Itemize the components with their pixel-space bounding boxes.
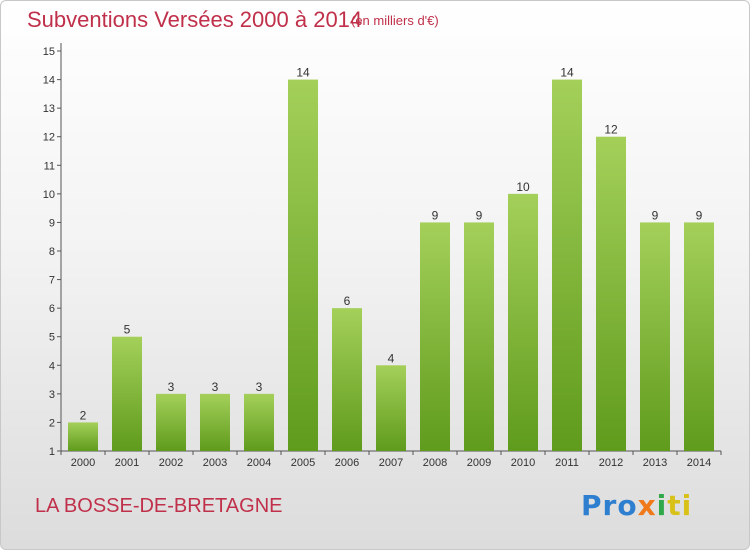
y-tick-label: 1 — [49, 446, 55, 458]
data-label-2005: 14 — [296, 66, 310, 80]
y-tick-label: 12 — [43, 132, 55, 144]
bar-2002 — [156, 393, 186, 451]
y-tick-label: 8 — [49, 246, 55, 258]
data-label-2000: 2 — [80, 408, 87, 422]
data-label-2001: 5 — [124, 323, 131, 337]
x-tick-label-2007: 2007 — [379, 457, 403, 469]
bar-2007 — [376, 365, 406, 451]
bar-2000 — [68, 422, 98, 451]
x-tick-label-2012: 2012 — [599, 457, 623, 469]
y-tick-label: 11 — [44, 160, 55, 172]
chart-bars: 2 5 3 3 3 14 6 4 9 9 10 14 12 9 9 — [68, 66, 714, 452]
data-label-2002: 3 — [168, 380, 175, 394]
bar-2003 — [200, 393, 230, 451]
bar-2005 — [288, 79, 318, 452]
data-label-2004: 3 — [256, 380, 263, 394]
bar-2013 — [640, 222, 670, 451]
y-tick-label: 6 — [49, 303, 55, 315]
bar-2008 — [420, 222, 450, 451]
x-tick-label-2010: 2010 — [511, 457, 535, 469]
data-label-2008: 9 — [432, 208, 439, 222]
x-tick-label-2002: 2002 — [159, 457, 183, 469]
bar-2012 — [596, 136, 626, 451]
x-tick-label-2006: 2006 — [335, 457, 359, 469]
bar-2006 — [332, 308, 362, 451]
y-tick-label: 14 — [43, 75, 55, 87]
y-tick-label: 13 — [43, 103, 55, 115]
bar-2004 — [244, 393, 274, 451]
data-label-2013: 9 — [652, 208, 659, 222]
y-tick-label: 15 — [43, 46, 55, 58]
x-tick-label-2014: 2014 — [687, 457, 711, 469]
proxiti-logo[interactable]: Proxiti — [581, 489, 692, 522]
bar-2009 — [464, 222, 494, 451]
logo-part-4: ti — [667, 489, 693, 522]
y-tick-label: 5 — [49, 332, 55, 344]
x-tick-label-2013: 2013 — [643, 457, 667, 469]
data-label-2009: 9 — [476, 208, 483, 222]
logo-part-2: x — [637, 489, 657, 522]
data-label-2012: 12 — [604, 123, 618, 137]
x-tick-label-2005: 2005 — [291, 457, 315, 469]
x-tick-label-2004: 2004 — [247, 457, 271, 469]
data-label-2011: 14 — [560, 66, 574, 80]
chart-title: Subventions Versées 2000 à 2014 — [27, 7, 363, 32]
y-tick-label: 4 — [49, 360, 55, 372]
data-label-2007: 4 — [388, 351, 395, 365]
x-tick-label-2000: 2000 — [71, 457, 95, 469]
data-label-2010: 10 — [516, 180, 530, 194]
logo-part-1: Pro — [581, 489, 638, 522]
y-tick-label: 2 — [49, 417, 55, 429]
logo-part-3: i — [656, 489, 668, 522]
data-label-2006: 6 — [344, 294, 351, 308]
bar-2001 — [112, 336, 142, 451]
bar-2011 — [552, 79, 582, 452]
data-label-2003: 3 — [212, 380, 219, 394]
bar-2014 — [684, 222, 714, 451]
y-tick-label: 10 — [43, 189, 55, 201]
commune-name: LA BOSSE-DE-BRETAGNE — [35, 495, 283, 517]
y-tick-label: 3 — [49, 389, 55, 401]
bar-2010 — [508, 193, 538, 451]
y-tick-label: 7 — [49, 275, 55, 287]
x-tick-label-2001: 2001 — [115, 457, 139, 469]
x-tick-label-2008: 2008 — [423, 457, 447, 469]
chart-subtitle: (en milliers d'€) — [351, 13, 439, 28]
x-tick-label-2003: 2003 — [203, 457, 227, 469]
data-label-2014: 9 — [696, 208, 703, 222]
x-tick-label-2009: 2009 — [467, 457, 491, 469]
x-tick-label-2011: 2011 — [555, 457, 579, 469]
y-tick-label: 9 — [49, 217, 55, 229]
